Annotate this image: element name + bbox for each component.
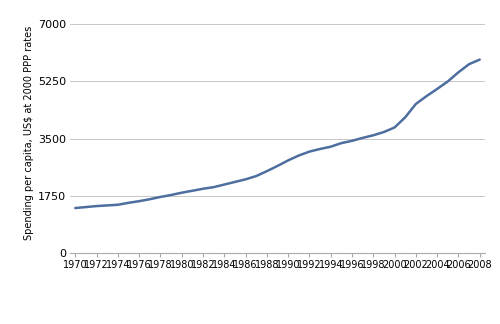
Y-axis label: Spending per capita, US$ at 2000 PPP rates: Spending per capita, US$ at 2000 PPP rat… [24, 26, 34, 240]
